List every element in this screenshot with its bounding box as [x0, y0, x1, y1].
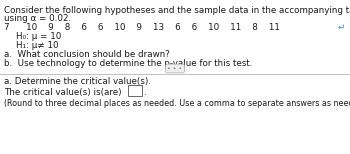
Text: • • •: • • • [167, 66, 183, 71]
Text: 7      10    9    8    6    6    10    9    13    6    6    10    11    8    11: 7 10 9 8 6 6 10 9 13 6 6 10 11 8 11 [4, 23, 280, 32]
Text: The critical value(s) is(are): The critical value(s) is(are) [4, 88, 122, 97]
Text: Consider the following hypotheses and the sample data in the accompanying table.: Consider the following hypotheses and th… [4, 6, 350, 15]
Text: ↵: ↵ [338, 23, 345, 32]
Text: using α = 0.02.: using α = 0.02. [4, 14, 71, 23]
FancyBboxPatch shape [127, 85, 141, 95]
Text: a. Determine the critical value(s).: a. Determine the critical value(s). [4, 77, 151, 86]
Text: b.  Use technology to determine the p-value for this test.: b. Use technology to determine the p-val… [4, 59, 252, 68]
Text: a.  What conclusion should be drawn?: a. What conclusion should be drawn? [4, 50, 170, 59]
Text: H₀: μ = 10: H₀: μ = 10 [16, 32, 61, 41]
Text: .: . [143, 88, 146, 97]
Text: H₁: μ≠ 10: H₁: μ≠ 10 [16, 41, 59, 50]
Text: (Round to three decimal places as needed. Use a comma to separate answers as nee: (Round to three decimal places as needed… [4, 99, 350, 108]
